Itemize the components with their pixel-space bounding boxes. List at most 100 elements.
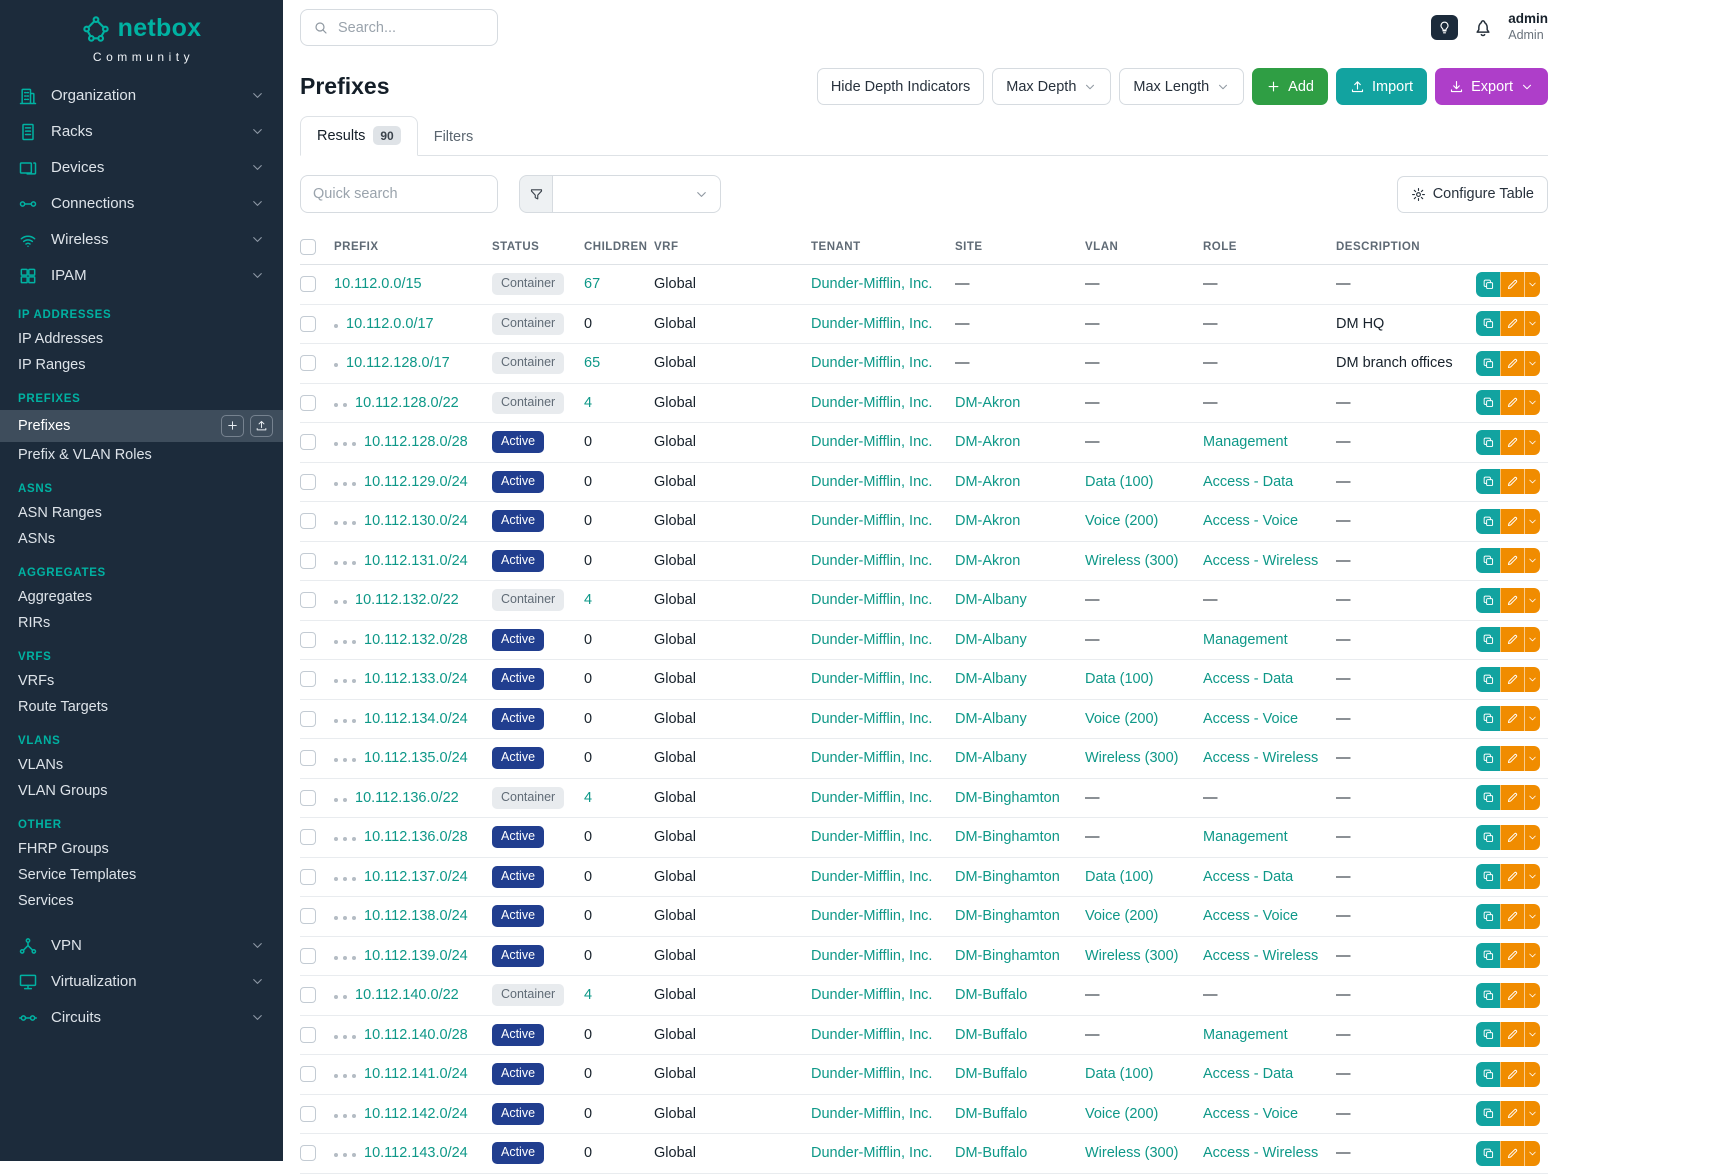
clone-button[interactable]: [1476, 864, 1501, 890]
tenant-link[interactable]: Dunder-Mifflin, Inc.: [811, 987, 933, 1004]
tenant-link[interactable]: Dunder-Mifflin, Inc.: [811, 355, 933, 372]
quick-search-input[interactable]: [300, 175, 498, 213]
edit-dropdown-button[interactable]: [1524, 429, 1540, 455]
role-link[interactable]: Management: [1203, 1026, 1288, 1043]
edit-button[interactable]: [1500, 390, 1525, 416]
prefix-link[interactable]: 10.112.0.0/17: [346, 315, 434, 332]
row-checkbox[interactable]: [300, 315, 316, 332]
site-link[interactable]: DM-Binghamton: [955, 868, 1060, 885]
saved-filter-select[interactable]: [553, 175, 721, 213]
vlan-link[interactable]: Wireless (300): [1085, 1145, 1179, 1162]
tenant-link[interactable]: Dunder-Mifflin, Inc.: [811, 671, 933, 688]
row-checkbox[interactable]: [300, 1026, 316, 1043]
max-length-dropdown[interactable]: Max Length: [1119, 68, 1245, 105]
column-header-vlan[interactable]: VLAN: [1085, 230, 1203, 265]
vlan-link[interactable]: Voice (200): [1085, 908, 1159, 925]
edit-button[interactable]: [1500, 1140, 1525, 1166]
prefix-link[interactable]: 10.112.138.0/24: [364, 908, 468, 925]
role-link[interactable]: Access - Voice: [1203, 1105, 1299, 1122]
prefix-link[interactable]: 10.112.132.0/28: [364, 631, 468, 648]
tab-filters[interactable]: Filters: [418, 120, 489, 155]
edit-dropdown-button[interactable]: [1524, 548, 1540, 574]
sidebar-item-racks[interactable]: Racks: [0, 114, 283, 150]
tenant-link[interactable]: Dunder-Mifflin, Inc.: [811, 315, 933, 332]
tenant-link[interactable]: Dunder-Mifflin, Inc.: [811, 1066, 933, 1083]
edit-button[interactable]: [1500, 943, 1525, 969]
role-link[interactable]: Access - Data: [1203, 1066, 1294, 1083]
children-count-link[interactable]: 67: [584, 276, 601, 293]
edit-button[interactable]: [1500, 1101, 1525, 1127]
clone-button[interactable]: [1476, 587, 1501, 613]
sidebar-item-ip-addresses[interactable]: IP Addresses: [0, 326, 283, 352]
row-checkbox[interactable]: [300, 710, 316, 727]
select-all-checkbox[interactable]: [300, 239, 316, 255]
sidebar-item-aggregates[interactable]: Aggregates: [0, 584, 283, 610]
edit-dropdown-button[interactable]: [1524, 943, 1540, 969]
site-link[interactable]: DM-Buffalo: [955, 987, 1028, 1004]
tenant-link[interactable]: Dunder-Mifflin, Inc.: [811, 829, 933, 846]
row-checkbox[interactable]: [300, 434, 316, 451]
role-link[interactable]: Access - Data: [1203, 868, 1294, 885]
sidebar-item-virtualization[interactable]: Virtualization: [0, 964, 283, 1000]
children-count-link[interactable]: 4: [584, 394, 593, 411]
vlan-link[interactable]: Data (100): [1085, 671, 1154, 688]
sidebar-item-devices[interactable]: Devices: [0, 150, 283, 186]
clone-button[interactable]: [1476, 1140, 1501, 1166]
role-link[interactable]: Access - Data: [1203, 473, 1294, 490]
edit-dropdown-button[interactable]: [1524, 508, 1540, 534]
clone-button[interactable]: [1476, 1101, 1501, 1127]
tenant-link[interactable]: Dunder-Mifflin, Inc.: [811, 1026, 933, 1043]
prefix-link[interactable]: 10.112.136.0/28: [364, 829, 468, 846]
children-count-link[interactable]: 65: [584, 355, 601, 372]
sidebar-item-fhrp-groups[interactable]: FHRP Groups: [0, 836, 283, 862]
sidebar-item-rirs[interactable]: RIRs: [0, 610, 283, 636]
role-link[interactable]: Access - Wireless: [1203, 552, 1319, 569]
vlan-link[interactable]: Voice (200): [1085, 710, 1159, 727]
site-link[interactable]: DM-Binghamton: [955, 947, 1060, 964]
edit-button[interactable]: [1500, 785, 1525, 811]
prefix-link[interactable]: 10.112.0.0/15: [334, 276, 422, 293]
sidebar-item-ip-ranges[interactable]: IP Ranges: [0, 352, 283, 378]
edit-button[interactable]: [1500, 903, 1525, 929]
row-checkbox[interactable]: [300, 473, 316, 490]
role-link[interactable]: Management: [1203, 434, 1288, 451]
clone-button[interactable]: [1476, 706, 1501, 732]
edit-dropdown-button[interactable]: [1524, 311, 1540, 337]
vlan-link[interactable]: Wireless (300): [1085, 750, 1179, 767]
sidebar-item-organization[interactable]: Organization: [0, 78, 283, 114]
edit-button[interactable]: [1500, 666, 1525, 692]
site-link[interactable]: DM-Buffalo: [955, 1066, 1028, 1083]
sidebar-item-ipam[interactable]: IPAM: [0, 258, 283, 294]
tenant-link[interactable]: Dunder-Mifflin, Inc.: [811, 868, 933, 885]
sidebar-item-vpn[interactable]: VPN: [0, 928, 283, 964]
site-link[interactable]: DM-Buffalo: [955, 1145, 1028, 1162]
edit-dropdown-button[interactable]: [1524, 1101, 1540, 1127]
site-link[interactable]: DM-Akron: [955, 394, 1021, 411]
sidebar-item-route-targets[interactable]: Route Targets: [0, 694, 283, 720]
site-link[interactable]: DM-Albany: [955, 671, 1027, 688]
role-link[interactable]: Access - Wireless: [1203, 750, 1319, 767]
clone-button[interactable]: [1476, 271, 1501, 297]
tenant-link[interactable]: Dunder-Mifflin, Inc.: [811, 434, 933, 451]
quick-add-button[interactable]: [221, 414, 244, 437]
tenant-link[interactable]: Dunder-Mifflin, Inc.: [811, 947, 933, 964]
row-checkbox[interactable]: [300, 947, 316, 964]
row-checkbox[interactable]: [300, 552, 316, 569]
edit-dropdown-button[interactable]: [1524, 824, 1540, 850]
prefix-link[interactable]: 10.112.137.0/24: [364, 868, 468, 885]
role-link[interactable]: Access - Wireless: [1203, 1145, 1319, 1162]
vlan-link[interactable]: Voice (200): [1085, 513, 1159, 530]
tenant-link[interactable]: Dunder-Mifflin, Inc.: [811, 276, 933, 293]
edit-dropdown-button[interactable]: [1524, 271, 1540, 297]
row-checkbox[interactable]: [300, 908, 316, 925]
add-button[interactable]: Add: [1252, 68, 1328, 105]
edit-dropdown-button[interactable]: [1524, 785, 1540, 811]
prefix-link[interactable]: 10.112.129.0/24: [364, 473, 468, 490]
global-search-input[interactable]: [338, 19, 485, 36]
hide-depth-indicators-button[interactable]: Hide Depth Indicators: [816, 68, 985, 105]
tenant-link[interactable]: Dunder-Mifflin, Inc.: [811, 710, 933, 727]
clone-button[interactable]: [1476, 745, 1501, 771]
edit-dropdown-button[interactable]: [1524, 706, 1540, 732]
clone-button[interactable]: [1476, 548, 1501, 574]
vlan-link[interactable]: Wireless (300): [1085, 947, 1179, 964]
